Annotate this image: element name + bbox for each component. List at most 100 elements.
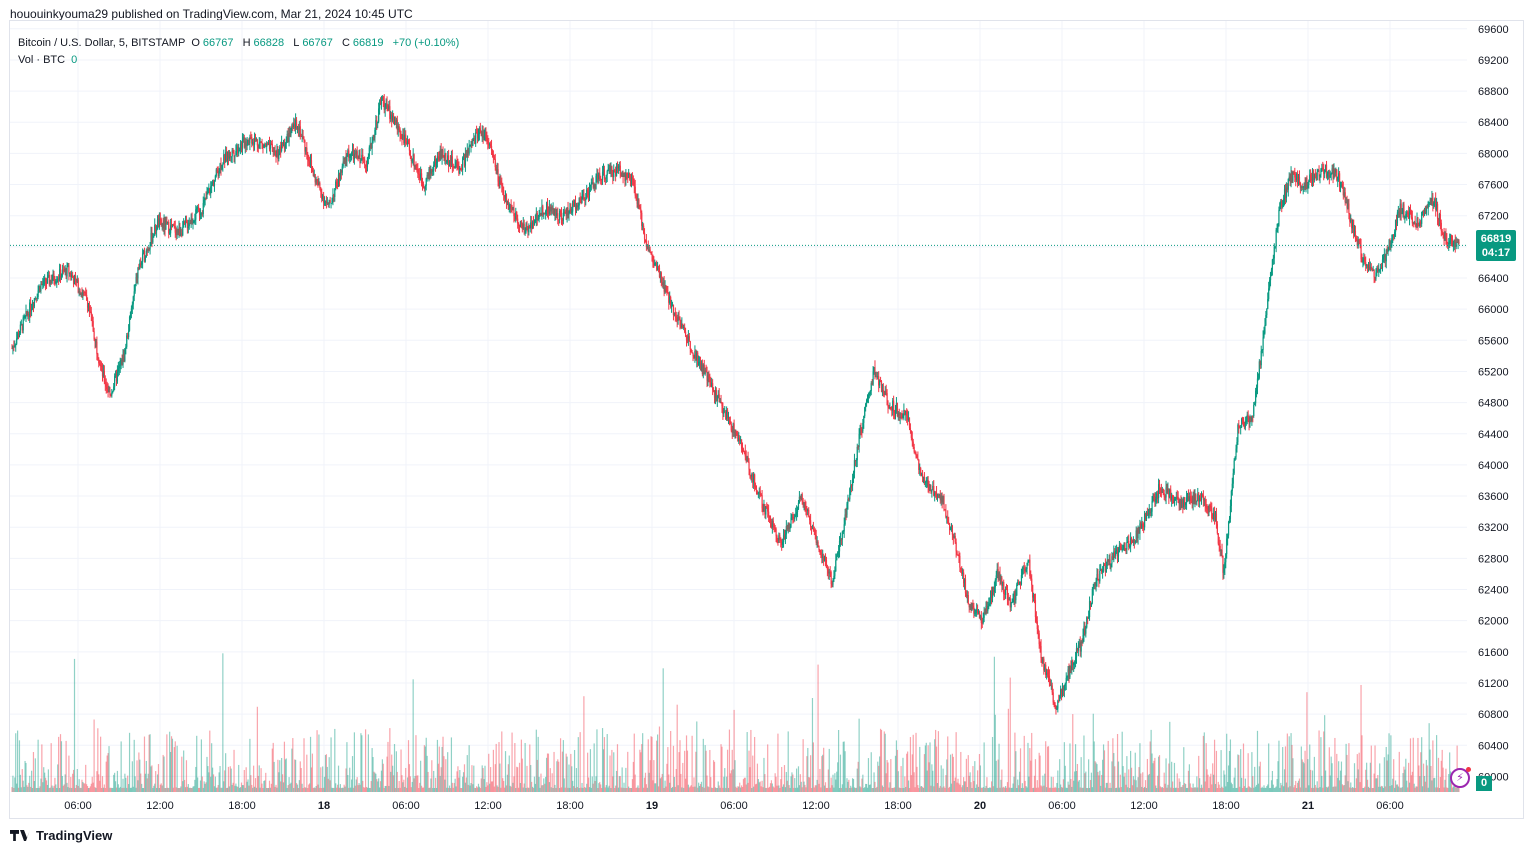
candle-body xyxy=(20,324,22,326)
volume-bar xyxy=(1305,787,1307,792)
candle-body xyxy=(189,223,191,225)
candle-body xyxy=(884,390,886,395)
candle-body xyxy=(932,486,934,491)
volume-bar xyxy=(692,786,694,792)
candle-body xyxy=(670,297,672,307)
candle-body xyxy=(169,233,171,235)
volume-bar xyxy=(1428,723,1430,792)
volume-bar xyxy=(1018,785,1020,792)
candle-body xyxy=(1055,707,1057,710)
volume-bar xyxy=(1279,787,1281,792)
candle-body xyxy=(605,175,607,179)
candle-body xyxy=(676,317,678,321)
candle-body xyxy=(1234,456,1236,461)
candle-body xyxy=(1258,361,1260,378)
candle-body xyxy=(583,194,585,200)
candle-body xyxy=(610,166,612,171)
candle-body xyxy=(318,183,320,185)
candle-body xyxy=(813,529,815,531)
candle-body xyxy=(1318,169,1320,177)
tradingview-brand[interactable]: TradingView xyxy=(10,828,112,843)
candle-body xyxy=(1206,507,1208,509)
candle-body xyxy=(262,143,264,147)
volume-bar xyxy=(273,761,275,792)
candle-body xyxy=(1294,174,1296,178)
candle-body xyxy=(860,428,862,431)
volume-bar xyxy=(1089,779,1092,792)
candle-body xyxy=(857,446,859,448)
volume-bar xyxy=(372,757,374,792)
candle-body xyxy=(1244,421,1246,428)
candle-body xyxy=(183,221,186,224)
volume-bar xyxy=(367,734,369,792)
volume-bar xyxy=(1444,779,1446,792)
volume-bar xyxy=(1016,787,1018,792)
volume-bar xyxy=(1302,761,1304,792)
volume-bar xyxy=(205,782,207,792)
candle-body xyxy=(978,612,981,619)
volume-bar xyxy=(1195,787,1197,792)
candle-body xyxy=(322,195,324,200)
symbol-name[interactable]: Bitcoin / U.S. Dollar, 5, BITSTAMP xyxy=(18,37,186,49)
volume-bar xyxy=(1415,786,1417,792)
chart-frame[interactable] xyxy=(9,20,1524,819)
volume-bar xyxy=(117,784,119,792)
volume-bar xyxy=(974,761,976,792)
candle-body xyxy=(967,595,969,605)
candle-body xyxy=(155,225,157,232)
volume-bar xyxy=(1437,757,1440,792)
volume-bar xyxy=(1010,787,1012,792)
candle-body xyxy=(165,221,167,230)
volume-bar xyxy=(1228,750,1231,792)
candle-body xyxy=(1202,495,1204,500)
candle-body xyxy=(248,140,250,144)
candle-body xyxy=(1084,626,1086,634)
volume-bar xyxy=(1282,747,1284,792)
volume-bar xyxy=(352,787,355,792)
candle-body xyxy=(1203,499,1205,501)
candle-body xyxy=(748,461,750,470)
candle-body xyxy=(284,143,286,149)
candle-body xyxy=(1133,539,1135,543)
candle-body xyxy=(406,141,409,145)
volume-bar xyxy=(1018,771,1021,792)
candle-body xyxy=(470,144,472,146)
candle-body xyxy=(925,481,927,483)
volume-bar xyxy=(150,766,152,792)
volume-bar xyxy=(768,787,770,792)
volume-bar xyxy=(623,782,625,792)
flash-icon[interactable]: ⚡ xyxy=(1450,768,1470,788)
candle-body xyxy=(414,165,416,167)
candle-body xyxy=(1005,589,1008,591)
volume-bar xyxy=(1384,786,1386,792)
volume-bar xyxy=(1249,787,1251,792)
volume-bar xyxy=(52,787,54,792)
volume-bar xyxy=(216,787,218,792)
volume-bar xyxy=(840,787,842,792)
volume-bar xyxy=(1082,787,1084,792)
volume-bar xyxy=(1050,776,1052,792)
volume-bar xyxy=(370,781,372,792)
volume-bar xyxy=(420,760,422,792)
volume-bar xyxy=(472,784,474,792)
volume-bar xyxy=(890,759,892,792)
candle-body xyxy=(512,208,514,210)
volume-bar xyxy=(1401,787,1403,792)
candle-body xyxy=(1241,418,1244,421)
volume-bar xyxy=(305,787,307,792)
volume-bar xyxy=(1366,779,1369,792)
candle-body xyxy=(1283,199,1285,206)
candle-body xyxy=(875,376,877,378)
volume-bar xyxy=(1039,755,1041,792)
volume-bar xyxy=(32,752,35,792)
candle-body xyxy=(201,213,203,215)
volume-bar xyxy=(96,771,98,792)
volume-bar xyxy=(808,777,810,792)
candle-body xyxy=(1354,231,1357,239)
candle-body xyxy=(816,541,818,543)
candle-body xyxy=(804,502,806,506)
volume-label[interactable]: Vol · BTC xyxy=(18,54,66,66)
volume-bar xyxy=(87,787,90,792)
volume-bar xyxy=(348,787,350,792)
